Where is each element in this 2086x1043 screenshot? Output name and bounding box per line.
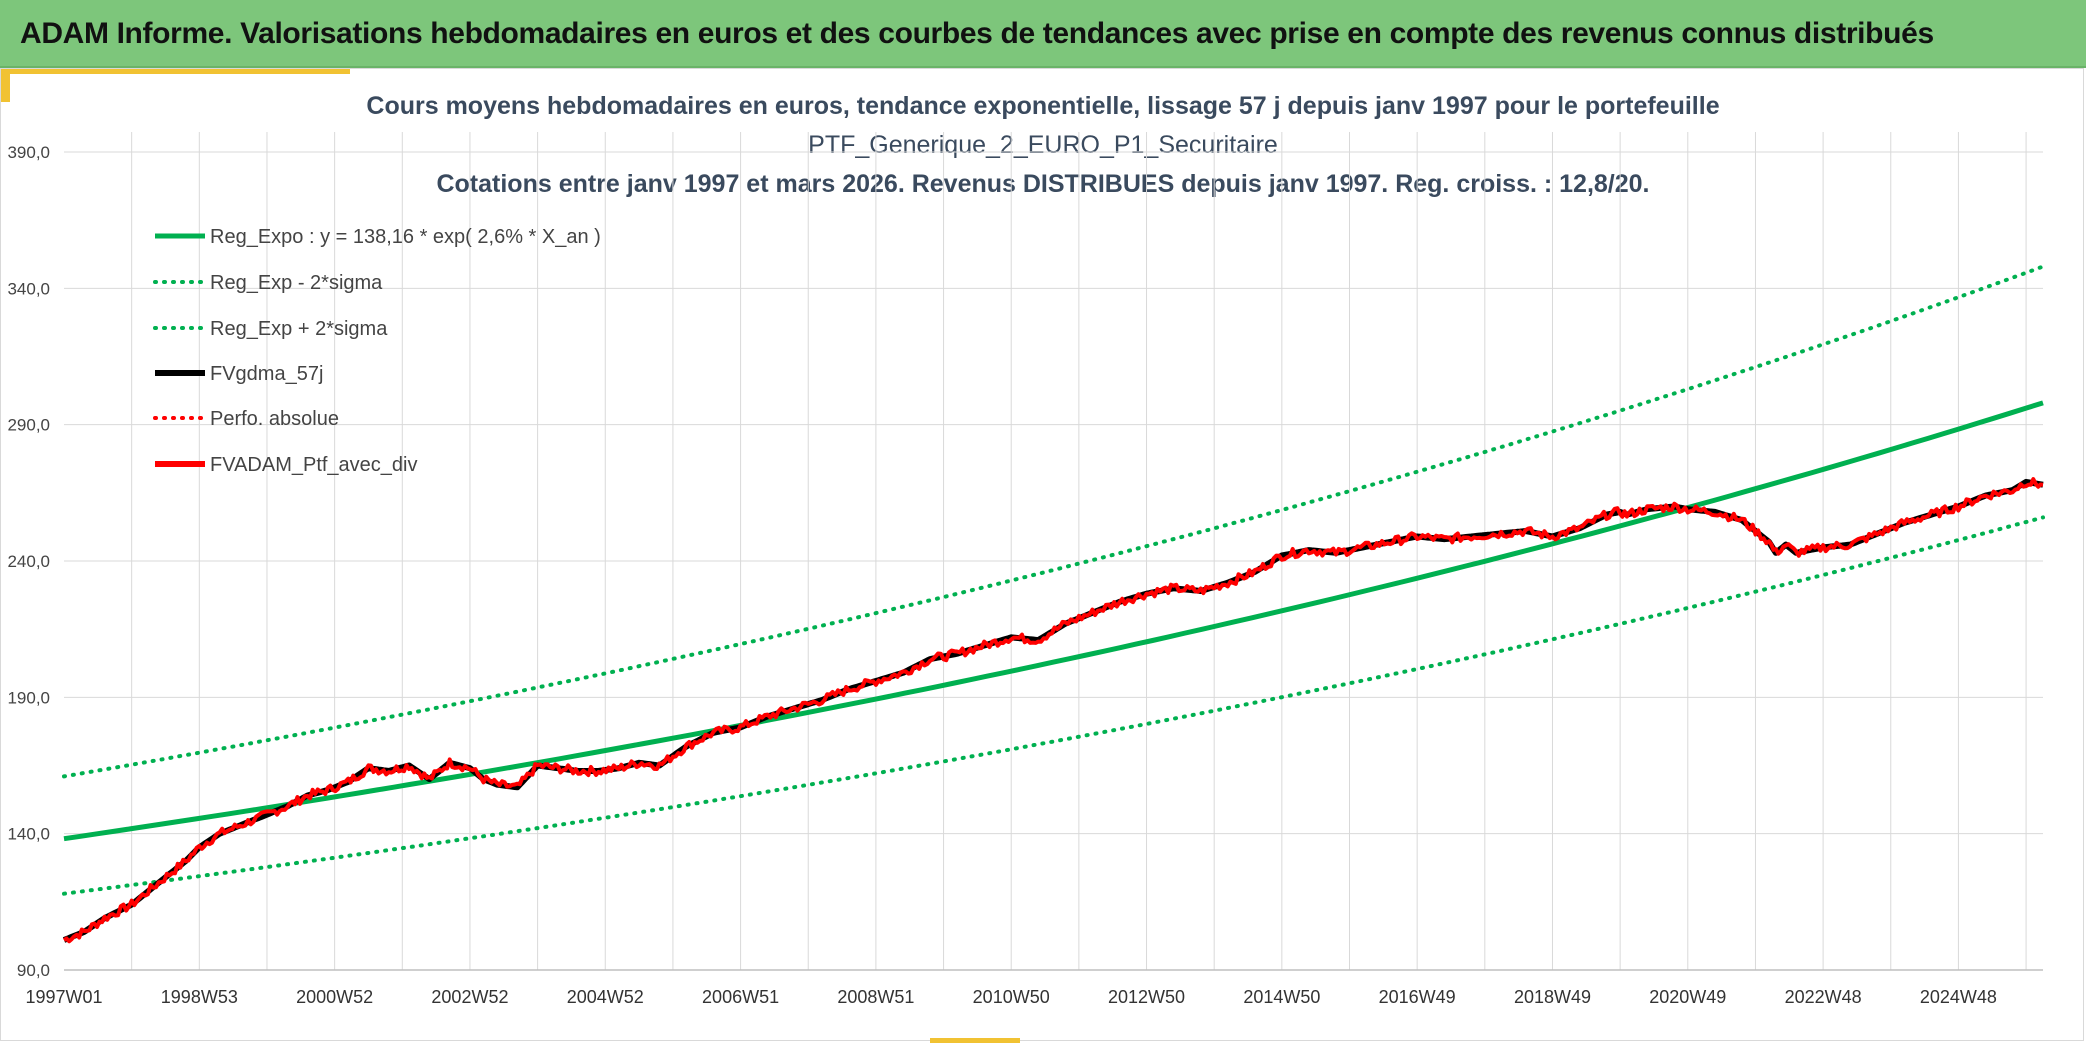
legend-label: Reg_Exp + 2*sigma: [210, 318, 388, 340]
x-axis-ticks: 1997W01 1998W53 2000W52 2002W52 2004W52 2006W…: [25, 987, 1996, 1007]
series-reg-expo: [63, 400, 2044, 842]
x-tick-label: 2018W49: [1514, 987, 1591, 1007]
x-tick-label: 2000W52: [296, 987, 373, 1007]
series-fvadam-ptf-avec-div: [62, 477, 2044, 944]
legend-label: Reg_Exp - 2*sigma: [210, 272, 383, 294]
x-tick-label: 2006W51: [702, 987, 779, 1007]
x-tick-label: 2016W49: [1379, 987, 1456, 1007]
x-tick-label: 2014W50: [1243, 987, 1320, 1007]
series-reg-exp-minus-2sigma: [62, 515, 2045, 896]
y-tick-label: 240,0: [7, 552, 50, 571]
page-title: ADAM Informe. Valorisations hebdomadaire…: [20, 17, 1934, 50]
legend-label: Reg_Expo : y = 138,16 * exp( 2,6% * X_an…: [210, 226, 601, 248]
series-group: [62, 264, 2045, 944]
legend-label: Perfo. absolue: [210, 408, 339, 430]
vertical-gridlines: [131, 132, 2027, 970]
legend-label: FVADAM_Ptf_avec_div: [210, 454, 418, 476]
x-tick-label: 2002W52: [431, 987, 508, 1007]
y-tick-label: 290,0: [7, 416, 50, 435]
series-reg-exp-plus-2sigma: [62, 264, 2045, 779]
legend-label: FVgdma_57j: [210, 363, 323, 385]
horizontal-gridlines: [64, 151, 2043, 971]
header-banner: ADAM Informe. Valorisations hebdomadaire…: [0, 0, 2086, 68]
accent-bar-bottom: [930, 1038, 1020, 1043]
x-tick-label: 2024W48: [1920, 987, 1997, 1007]
x-tick-label: 2020W49: [1649, 987, 1726, 1007]
x-tick-label: 2008W51: [837, 987, 914, 1007]
x-tick-label: 2012W50: [1108, 987, 1185, 1007]
y-tick-label: 140,0: [7, 825, 50, 844]
chart-legend: Reg_Expo : y = 138,16 * exp( 2,6% * X_an…: [153, 226, 601, 476]
chart-title-line-2: PTF_Generique_2_EURO_P1_Securitaire: [808, 131, 1278, 159]
x-tick-label: 2004W52: [567, 987, 644, 1007]
y-tick-label: 390,0: [7, 143, 50, 162]
chart-frame: [0, 68, 2084, 1041]
accent-bar-top: [10, 68, 350, 74]
y-tick-label: 190,0: [7, 688, 50, 707]
y-axis-ticks: 90,0 140,0 190,0 240,0 290,0 340,0 390,0: [7, 143, 50, 980]
chart-title-line-1: Cours moyens hebdomadaires en euros, ten…: [366, 92, 1720, 120]
chart-title-line-3: Cotations entre janv 1997 et mars 2026. …: [436, 170, 1650, 198]
y-tick-label: 90,0: [17, 961, 50, 980]
x-tick-label: 1997W01: [25, 987, 102, 1007]
accent-bar-left: [0, 68, 10, 102]
x-tick-label: 2022W48: [1785, 987, 1862, 1007]
x-tick-label: 1998W53: [161, 987, 238, 1007]
x-tick-label: 2010W50: [973, 987, 1050, 1007]
y-tick-label: 340,0: [7, 279, 50, 298]
series-fvgdma-57j: [62, 478, 2044, 943]
